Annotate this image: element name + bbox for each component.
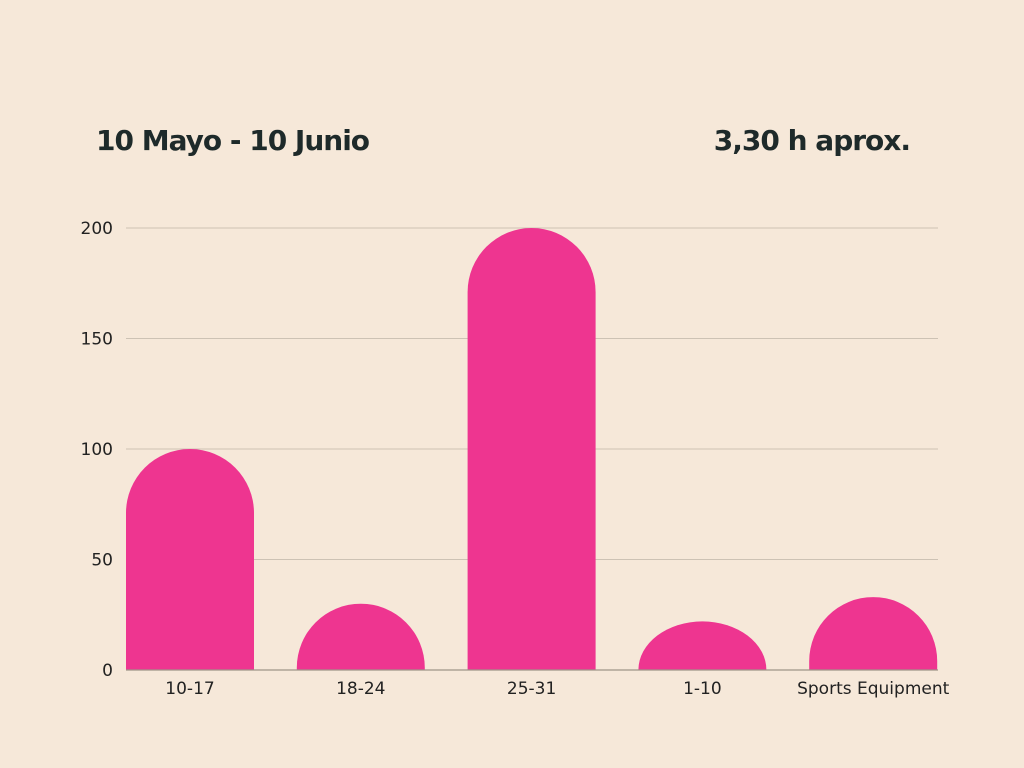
x-category-label: 18-24 — [336, 679, 385, 699]
duration-heading: 3,30 h aprox. — [713, 124, 911, 157]
bar-18-24 — [296, 603, 425, 670]
x-axis-category-labels: 10-17 18-24 25-31 1-10 Sports Equipment — [165, 679, 949, 699]
y-tick-label: 50 — [91, 551, 113, 571]
x-category-label: 25-31 — [507, 679, 556, 699]
bars — [126, 228, 938, 670]
bar-1-10 — [638, 621, 767, 670]
x-category-label: Sports Equipment — [797, 679, 950, 699]
y-tick-label: 200 — [81, 219, 113, 239]
bar-10-17 — [126, 449, 254, 670]
y-tick-label: 150 — [81, 330, 113, 350]
y-tick-label: 100 — [81, 440, 113, 460]
date-range-heading: 10 Mayo - 10 Junio — [96, 124, 370, 157]
y-tick-label: 0 — [102, 661, 113, 681]
y-axis-tick-labels: 0 50 100 150 200 — [81, 219, 113, 681]
bar-sports-equipment — [809, 597, 938, 670]
x-category-label: 10-17 — [165, 679, 214, 699]
x-category-label: 1-10 — [683, 679, 722, 699]
bar-25-31 — [467, 228, 596, 670]
